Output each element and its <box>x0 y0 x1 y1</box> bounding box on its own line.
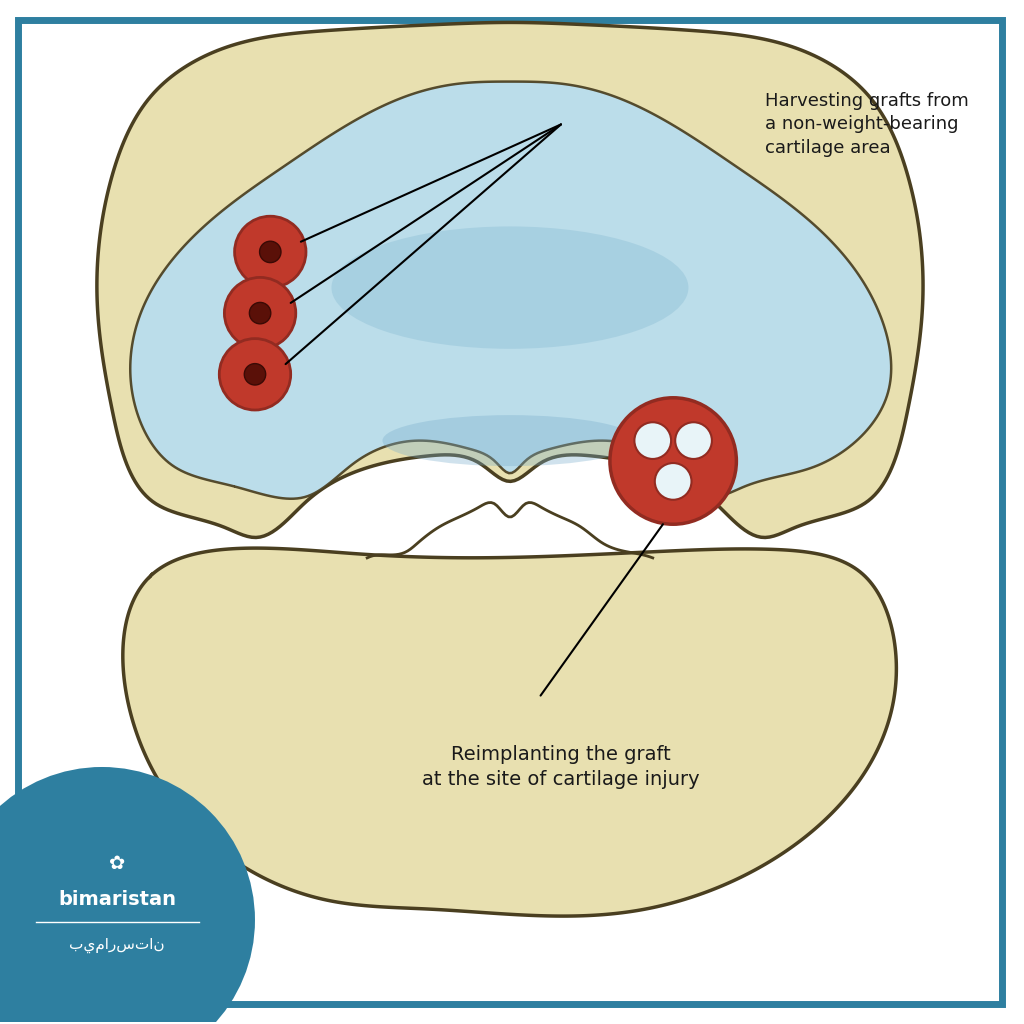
Circle shape <box>224 278 296 349</box>
FancyBboxPatch shape <box>18 20 1001 1004</box>
Text: bimaristan: bimaristan <box>58 890 176 909</box>
Circle shape <box>610 397 736 524</box>
Polygon shape <box>130 82 891 499</box>
Ellipse shape <box>332 226 688 349</box>
Polygon shape <box>123 548 896 916</box>
Circle shape <box>0 767 255 1024</box>
Circle shape <box>654 463 691 500</box>
Circle shape <box>245 364 265 385</box>
Circle shape <box>234 216 306 288</box>
Circle shape <box>250 302 270 324</box>
Text: ✿: ✿ <box>110 854 126 873</box>
Circle shape <box>635 422 671 459</box>
Circle shape <box>259 242 281 262</box>
Text: Reimplanting the graft
at the site of cartilage injury: Reimplanting the graft at the site of ca… <box>422 745 699 788</box>
Text: Harvesting grafts from
a non-weight-bearing
cartilage area: Harvesting grafts from a non-weight-bear… <box>765 92 969 157</box>
Circle shape <box>219 339 291 410</box>
Text: بيمارستان: بيمارستان <box>70 938 165 953</box>
Ellipse shape <box>383 415 638 466</box>
Circle shape <box>675 422 712 459</box>
Polygon shape <box>97 23 923 538</box>
